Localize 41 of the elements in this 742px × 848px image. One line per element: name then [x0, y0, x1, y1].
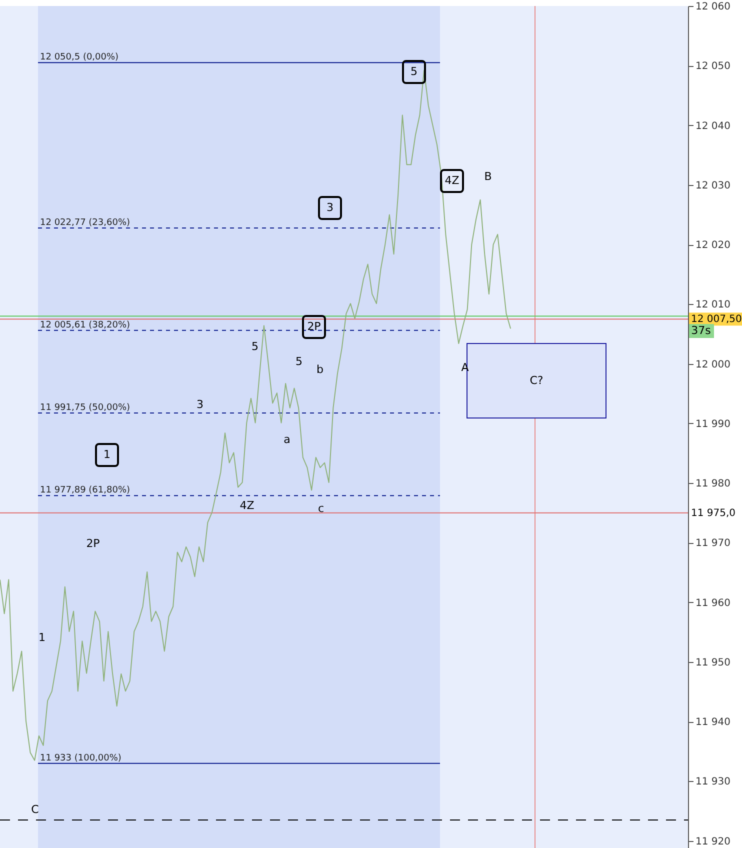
ref-line-label: 11 975,0	[691, 508, 736, 519]
y-tick-label: 12 020	[696, 240, 730, 252]
annotation: 4Z	[444, 174, 460, 187]
y-tick-label: 11 970	[696, 538, 730, 550]
annotation: 2P	[86, 537, 100, 550]
ref-line-label: 11 933 (100,00%)	[40, 753, 122, 764]
text: 37s	[691, 324, 712, 337]
y-tick-label: 12 010	[696, 300, 730, 311]
y-tick-label: 11 920	[696, 836, 730, 848]
y-tick-label: 11 980	[696, 478, 730, 490]
annotation: 1	[104, 448, 110, 461]
ref-line-label: 12 007,50	[691, 314, 742, 326]
y-tick-label: 12 030	[696, 180, 730, 192]
annotation: 2P	[307, 320, 322, 333]
y-tick-label: 12 060	[696, 2, 730, 12]
band-label: C?	[530, 374, 544, 387]
annotation: C	[31, 803, 40, 816]
annotation: 4Z	[240, 499, 255, 512]
ref-line-label: 11 977,89 (61,80%)	[40, 486, 130, 496]
ref-line-label: 12 022,77 (23,60%)	[40, 218, 130, 228]
annotation: b	[316, 363, 324, 376]
annotation: 3	[196, 398, 204, 411]
y-tick-label: 12 040	[696, 120, 730, 132]
annotation: c	[318, 502, 324, 515]
y-tick-label: 12 000	[696, 359, 730, 370]
ref-line-label: 11 991,75 (50,00%)	[40, 402, 130, 413]
annotation: 5	[410, 65, 418, 78]
ref-line-label: 12 050,5 (0,00%)	[40, 52, 119, 63]
y-tick-label: 11 960	[696, 598, 730, 609]
y-tick-label: 11 950	[696, 657, 730, 668]
y-tick-label: 11 990	[696, 418, 730, 430]
annotation: 3	[326, 201, 334, 214]
annotation: 5	[252, 340, 258, 353]
annotation: 5	[296, 355, 302, 368]
y-tick-label: 11 940	[696, 717, 730, 728]
annotation: 1	[38, 631, 46, 644]
ref-line-label: 12 005,61 (38,20%)	[40, 320, 130, 330]
y-tick-label: 11 930	[696, 776, 730, 788]
annotation: a	[284, 433, 290, 446]
annotation: B	[484, 170, 492, 183]
y-tick-label: 12 050	[696, 61, 730, 72]
